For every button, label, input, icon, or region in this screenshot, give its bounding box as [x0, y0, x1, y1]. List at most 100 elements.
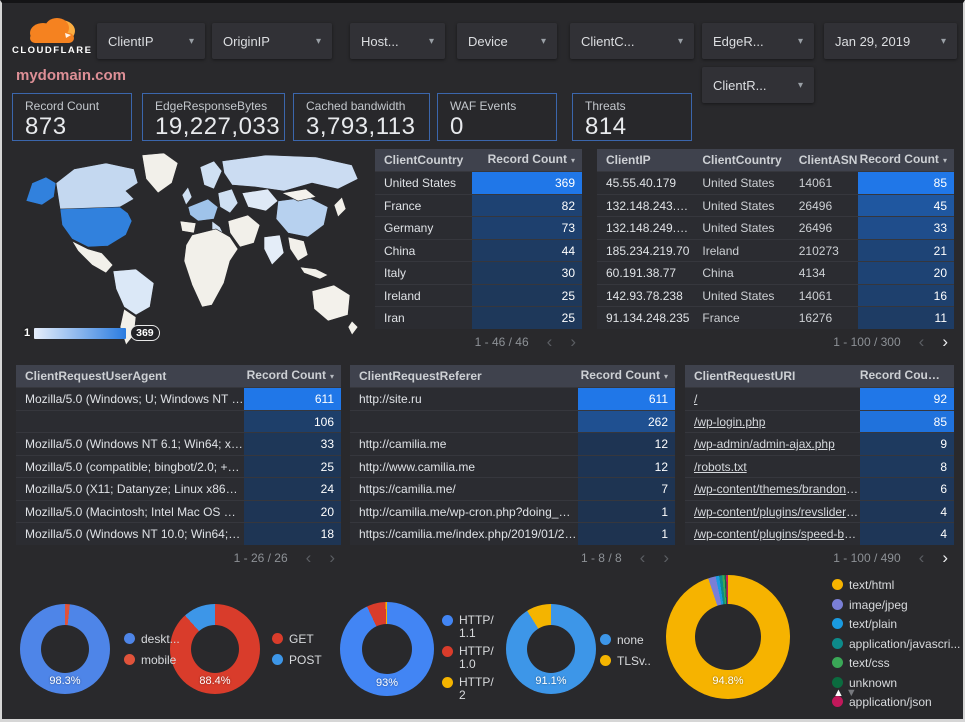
filter-edgeresponse[interactable]: EdgeR... ▾ — [702, 23, 814, 59]
table-row[interactable]: http://site.ru 611 — [350, 387, 675, 410]
pager-next-button[interactable]: › — [663, 547, 669, 567]
table-row[interactable]: 142.93.78.238 United States 14061 16 — [597, 283, 954, 306]
table-row[interactable]: https://camilia.me/7 — [350, 477, 675, 500]
pager-prev-button[interactable]: ‹ — [305, 547, 312, 567]
table-row[interactable]: 106 — [16, 409, 341, 432]
uri-link[interactable]: /wp-admin/admin-ajax.php — [694, 437, 835, 451]
table-row[interactable]: /robots.txt 8 — [685, 454, 954, 477]
table-row[interactable]: /wp-login.php 85 — [685, 409, 954, 432]
geo-map[interactable]: 1 369 — [16, 149, 367, 349]
legend-item[interactable]: text/css — [832, 656, 960, 670]
table-row[interactable]: Mozilla/5.0 (compatible; bingbot/2.0; +h… — [16, 454, 341, 477]
column-header[interactable]: ClientRequestReferer — [359, 369, 482, 383]
table-row[interactable]: http://camilia.me/wp-cron.php?doing_wp_c… — [350, 499, 675, 522]
table-row[interactable]: France 82 — [375, 193, 582, 216]
table-row[interactable]: /wp-admin/admin-ajax.php 9 — [685, 432, 954, 455]
table-row[interactable]: Mozilla/5.0 (X11; Datanyze; Linux x86_64… — [16, 477, 341, 500]
date-range-picker[interactable]: Jan 29, 2019 ▾ — [824, 23, 957, 59]
legend-item[interactable]: none — [600, 633, 651, 647]
tls-version-donut-chart[interactable]: 91.1% — [506, 604, 596, 694]
table-row[interactable]: /wp-content/plugins/revslider/rs-p...4 — [685, 499, 954, 522]
legend-item[interactable]: application/javascri... — [832, 637, 960, 651]
table-row[interactable]: 262 — [350, 409, 675, 432]
sort-column-header[interactable]: Record Count ▾ — [859, 368, 948, 382]
table-row[interactable]: 91.134.248.235 France 16276 11 — [597, 306, 954, 329]
column-header[interactable]: ClientRequestUserAgent — [25, 369, 167, 383]
client-request-uri-table[interactable]: ClientRequestURI Record Count ▾ / 92/wp-logi… — [685, 365, 954, 569]
table-row[interactable]: /wp-content/themes/brandon/plu... 6 — [685, 477, 954, 500]
filter-clientcountry[interactable]: ClientC... ▾ — [570, 23, 694, 59]
pager-prev-button[interactable]: ‹ — [918, 547, 925, 567]
sort-down-icon[interactable]: ▼ — [845, 687, 859, 699]
column-header[interactable]: ClientRequestURI — [694, 369, 796, 383]
table-row[interactable]: 60.191.38.77 China 4134 20 — [597, 261, 954, 284]
legend-item[interactable]: unknown — [832, 676, 960, 690]
client-ip-table[interactable]: ClientIP ClientCountry ClientASN Record Cou… — [597, 149, 954, 353]
table-row[interactable]: Iran 25 — [375, 306, 582, 329]
table-row[interactable]: Germany 73 — [375, 216, 582, 239]
legend-item[interactable]: HTTP/1.0 — [442, 645, 500, 671]
table-row[interactable]: https://camilia.me/index.php/2019/01/26/… — [350, 522, 675, 545]
uri-link[interactable]: /robots.txt — [694, 459, 747, 474]
legend-item[interactable]: POST — [272, 653, 322, 667]
sort-column-header[interactable]: Record Count ▾ — [487, 152, 575, 166]
table-row[interactable]: Mozilla/5.0 (Windows NT 10.0; Win64; x64… — [16, 522, 341, 545]
filter-clientip[interactable]: ClientIP ▾ — [97, 23, 205, 59]
legend-item[interactable]: mobile — [124, 653, 180, 667]
column-header[interactable]: ClientCountry — [384, 153, 464, 167]
device-type-donut-chart[interactable]: 98.3% — [20, 604, 110, 694]
uri-link[interactable]: /wp-content/plugins/revslider/rs-p... — [694, 504, 860, 519]
table-row[interactable]: 132.148.249.210 United States 26496 33 — [597, 216, 954, 239]
uri-link[interactable]: / — [694, 392, 698, 406]
pager-prev-button[interactable]: ‹ — [639, 547, 646, 567]
table-row[interactable]: /wp-content/plugins/speed-booste...4 — [685, 522, 954, 545]
legend-item[interactable]: HTTP/2 — [442, 676, 500, 702]
sort-up-icon[interactable]: ▲ — [833, 687, 846, 699]
client-request-user-agent-table[interactable]: ClientRequestUserAgent Record Count ▾ Mozil… — [16, 365, 341, 569]
pager-next-button[interactable]: › — [329, 547, 335, 567]
table-row[interactable]: Mozilla/5.0 (Windows NT 6.1; Win64; x64;… — [16, 432, 341, 455]
legend-item[interactable]: deskt... — [124, 632, 180, 646]
legend-item[interactable]: text/html — [832, 578, 960, 592]
filter-originip[interactable]: OriginIP ▾ — [212, 23, 332, 59]
uri-link[interactable]: /wp-content/plugins/speed-booste... — [694, 527, 860, 541]
table-row[interactable]: 185.234.219.70 Ireland 210273 21 — [597, 238, 954, 261]
legend-sort-arrows[interactable]: ▲▼ — [833, 687, 859, 699]
legend-item[interactable]: GET — [272, 632, 322, 646]
legend-item[interactable]: image/jpeg — [832, 598, 960, 612]
pager-prev-button[interactable]: ‹ — [918, 331, 925, 351]
table-row[interactable]: China 44 — [375, 238, 582, 261]
filter-host[interactable]: Host... ▾ — [350, 23, 445, 59]
pager-next-button[interactable]: › — [942, 331, 948, 351]
filter-clientrequest[interactable]: ClientR... ▾ — [702, 67, 814, 103]
legend-item[interactable]: text/plain — [832, 617, 960, 631]
client-request-referer-table[interactable]: ClientRequestReferer Record Count ▾ http://… — [350, 365, 675, 569]
client-country-table[interactable]: ClientCountry Record Count ▾ United States 3… — [375, 149, 582, 353]
table-row[interactable]: Ireland 25 — [375, 283, 582, 306]
table-row[interactable]: / 92 — [685, 387, 954, 410]
pager-next-button[interactable]: › — [570, 331, 576, 351]
sort-column-header[interactable]: Record Count ▾ — [580, 368, 668, 382]
column-header[interactable]: ClientIP — [606, 153, 651, 167]
table-row[interactable]: Italy 30 — [375, 261, 582, 284]
content-type-donut-chart[interactable]: 94.8% — [666, 575, 790, 699]
legend-item[interactable]: HTTP/1.1 — [442, 614, 500, 640]
table-row[interactable]: 45.55.40.179 United States 14061 85 — [597, 171, 954, 194]
http-protocol-donut-chart[interactable]: 93% — [340, 602, 434, 696]
legend-item[interactable]: application/json — [832, 695, 960, 709]
uri-link[interactable]: /wp-content/themes/brandon/plu... — [694, 482, 860, 496]
pager-next-button[interactable]: › — [942, 547, 948, 567]
legend-item[interactable]: TLSv.. — [600, 654, 651, 668]
column-header[interactable]: ClientCountry — [702, 153, 782, 167]
column-header[interactable]: ClientASN — [798, 153, 858, 167]
table-row[interactable]: 132.148.243.238 United States 26496 45 — [597, 193, 954, 216]
table-row[interactable]: http://camilia.me 12 — [350, 432, 675, 455]
pager-prev-button[interactable]: ‹ — [546, 331, 553, 351]
filter-device[interactable]: Device ▾ — [457, 23, 557, 59]
sort-column-header[interactable]: Record Count ▾ — [246, 368, 334, 382]
table-row[interactable]: United States 369 — [375, 171, 582, 194]
sort-column-header[interactable]: Record Count ▾ — [859, 152, 947, 166]
table-row[interactable]: Mozilla/5.0 (Macintosh; Intel Mac OS X 1… — [16, 499, 341, 522]
table-row[interactable]: Mozilla/5.0 (Windows; U; Windows NT 5.1;… — [16, 387, 341, 410]
request-method-donut-chart[interactable]: 88.4% — [170, 604, 260, 694]
